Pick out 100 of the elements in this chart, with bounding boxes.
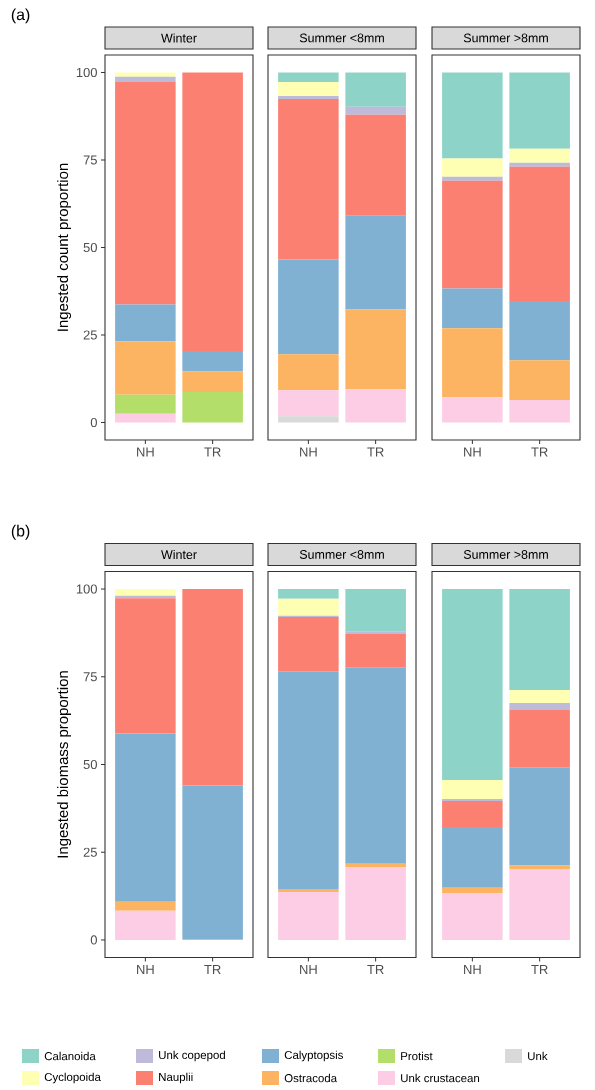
bar	[509, 301, 570, 361]
y-tick-label: 100	[76, 584, 97, 594]
bar	[182, 589, 243, 786]
bar	[345, 667, 406, 864]
bar	[442, 798, 503, 801]
y-axis-title: Ingested biomass proportion	[57, 671, 72, 858]
bar	[278, 259, 339, 355]
bar	[442, 288, 503, 329]
bar	[278, 390, 339, 417]
bar	[442, 892, 503, 940]
x-tick-label: TR	[204, 965, 221, 974]
bar	[115, 598, 176, 734]
bar	[442, 72, 503, 159]
bar	[278, 589, 339, 599]
bar	[345, 106, 406, 115]
bar	[278, 598, 339, 616]
x-tick-label: TR	[531, 447, 548, 457]
legend-label: Nauplii	[159, 1072, 193, 1084]
chart-title: Summer >8mm	[463, 550, 548, 559]
bar	[115, 733, 176, 902]
bar	[182, 371, 243, 393]
bar	[278, 891, 339, 940]
bar	[115, 304, 176, 342]
y-tick-label: 100	[76, 67, 97, 78]
x-tick-label: NH	[300, 447, 317, 457]
bar	[115, 341, 176, 395]
x-tick-label: TR	[204, 447, 221, 457]
y-tick-label: 50	[83, 242, 97, 253]
y-axis-title: Ingested count proportion	[57, 163, 72, 331]
legend-label: Unk copepod	[159, 1050, 225, 1062]
bar	[509, 767, 570, 866]
bar	[115, 589, 176, 596]
bar	[442, 328, 503, 398]
y-tick-label: 75	[83, 155, 97, 165]
bar	[278, 81, 339, 96]
bar	[442, 826, 503, 888]
bar	[442, 779, 503, 799]
x-tick-label: TR	[367, 965, 384, 974]
text: (a)	[11, 8, 30, 24]
bar	[278, 99, 339, 260]
chart-title: Summer <8mm	[299, 33, 384, 43]
chart-title: Summer <8mm	[299, 550, 384, 559]
chart-title: Winter	[161, 549, 197, 560]
y-tick-label: 50	[83, 759, 97, 770]
bar	[345, 72, 406, 107]
legend-label: Unk crustacean	[401, 1073, 480, 1083]
y-tick-label: 0	[90, 417, 97, 428]
y-tick-label: 0	[90, 935, 97, 945]
x-tick-label: TR	[367, 447, 384, 457]
bar	[509, 589, 570, 691]
bar	[442, 176, 503, 181]
y-tick-label: 25	[83, 330, 97, 340]
bar	[345, 114, 406, 216]
x-tick-label: NH	[300, 965, 317, 974]
legend-label: Calanoida	[44, 1051, 96, 1061]
y-tick-label: 75	[83, 672, 97, 682]
bar	[182, 72, 243, 352]
bar	[509, 710, 570, 768]
bar	[278, 72, 339, 82]
legend-label: Calyptopsis	[284, 1050, 343, 1062]
bar	[278, 354, 339, 391]
bar	[278, 671, 339, 890]
bar	[115, 910, 176, 940]
bar	[509, 162, 570, 167]
bar	[509, 360, 570, 401]
y-tick-label: 25	[83, 847, 97, 857]
bar	[115, 72, 176, 77]
bar	[345, 633, 406, 668]
bar	[278, 95, 339, 100]
bar	[345, 863, 406, 867]
text: (b)	[11, 524, 30, 540]
bar	[509, 690, 570, 704]
bar	[278, 617, 339, 672]
bar	[115, 413, 176, 423]
bar	[345, 389, 406, 423]
bar	[182, 785, 243, 939]
bar	[442, 800, 503, 827]
bar	[115, 81, 176, 305]
bar	[345, 309, 406, 390]
bar	[115, 901, 176, 911]
x-tick-label: NH	[464, 447, 481, 457]
x-tick-label: NH	[137, 965, 154, 974]
bar	[182, 392, 243, 423]
legend-label: Cyclopoida	[44, 1072, 101, 1084]
bar	[182, 351, 243, 372]
bar	[509, 869, 570, 940]
legend-label: Unk	[528, 1051, 548, 1061]
bar	[509, 166, 570, 302]
bar	[278, 416, 339, 423]
bar	[115, 394, 176, 414]
bar	[442, 589, 503, 780]
bar	[509, 148, 570, 163]
bar	[115, 76, 176, 82]
bar	[345, 589, 406, 632]
bar	[509, 400, 570, 423]
legend-label: Protist	[401, 1051, 433, 1061]
chart-title: Winter	[161, 33, 197, 43]
legend-label: Ostracoda	[284, 1073, 338, 1083]
x-tick-label: NH	[464, 965, 481, 974]
bar	[345, 631, 406, 634]
